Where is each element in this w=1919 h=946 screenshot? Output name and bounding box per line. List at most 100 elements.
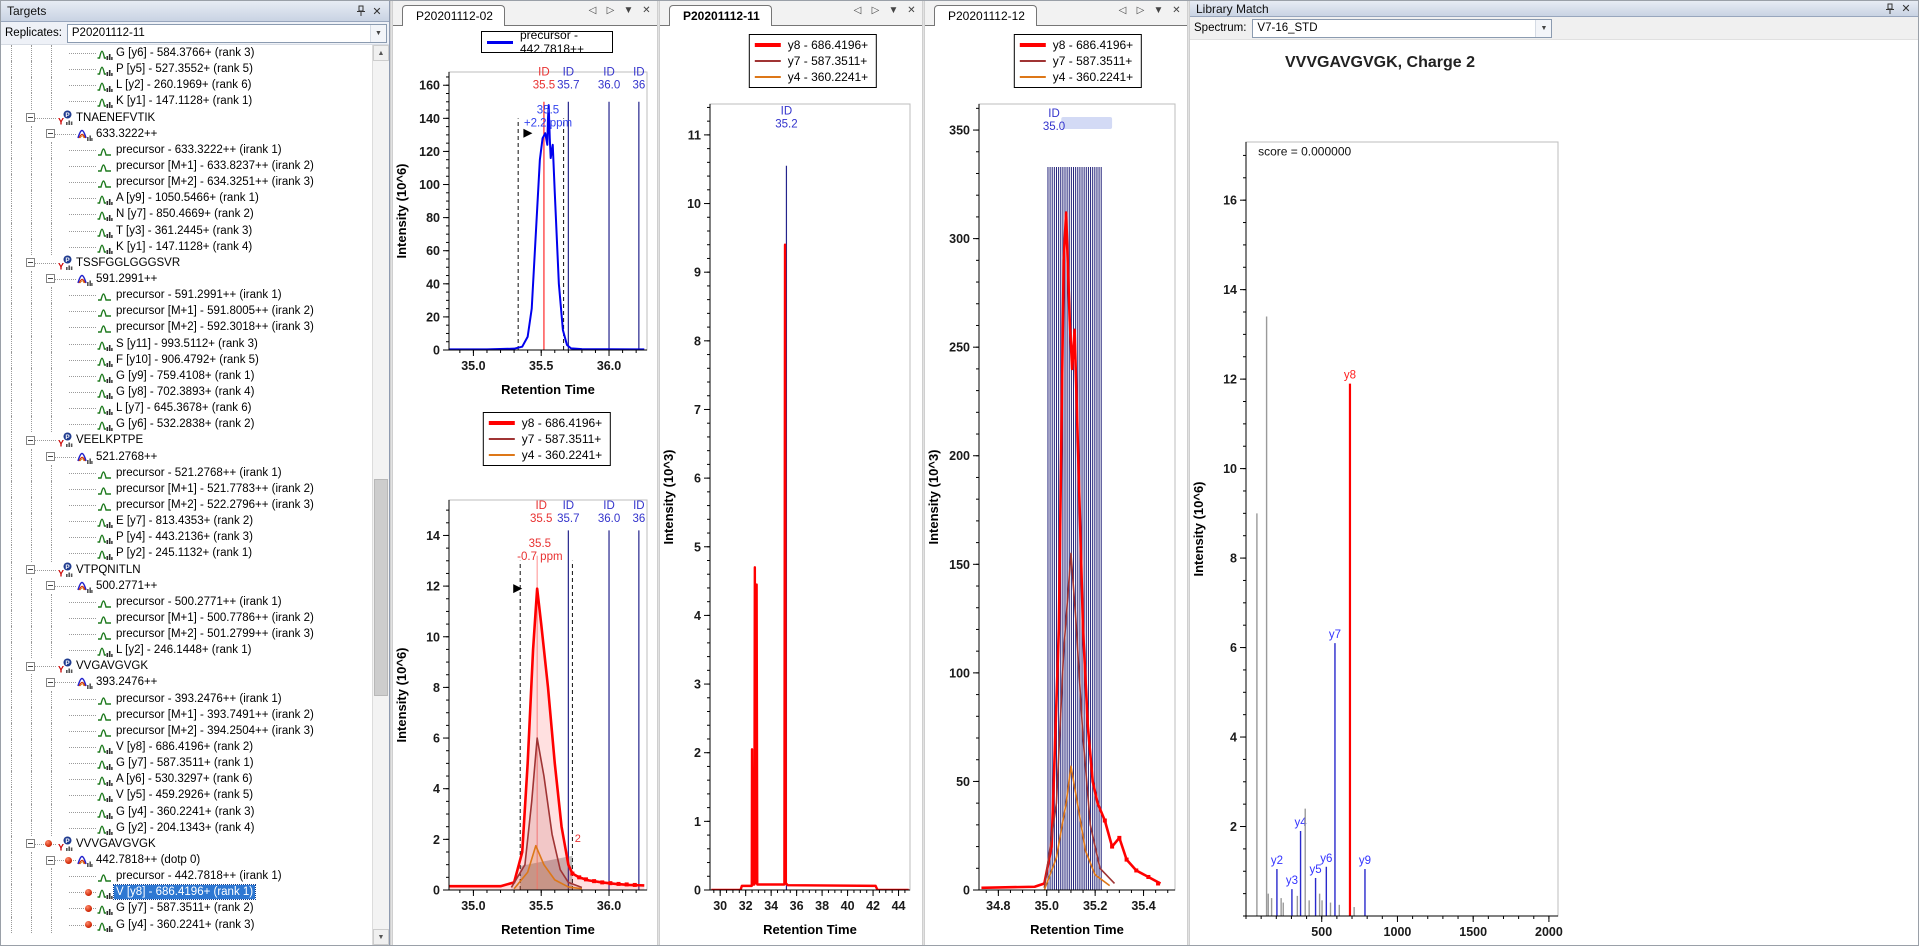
menu-dropdown-icon[interactable]: ▼: [1153, 5, 1164, 16]
tab-P20201112-02[interactable]: P20201112-02: [402, 5, 505, 26]
tree-item[interactable]: G [y9] - 759.4108+ (rank 1): [1, 367, 372, 384]
tree-item[interactable]: 633.3222++: [1, 125, 372, 142]
tree-item[interactable]: L [y7] - 645.3678+ (rank 6): [1, 400, 372, 417]
tree-item[interactable]: F [y10] - 906.4792+ (rank 5): [1, 351, 372, 368]
scroll-down-icon[interactable]: ▼: [373, 929, 389, 945]
tree-item[interactable]: E [y7] - 813.4353+ (rank 2): [1, 513, 372, 530]
tree-item[interactable]: G [y8] - 702.3893+ (rank 4): [1, 383, 372, 401]
tree-item[interactable]: P [y5] - 527.3552+ (rank 5): [1, 61, 372, 78]
tree-item[interactable]: precursor - 500.2771++ (irank 1): [1, 593, 372, 610]
tree-item[interactable]: T [y3] - 361.2445+ (rank 3): [1, 222, 372, 239]
tree-item[interactable]: 500.2771++: [1, 577, 372, 594]
tree-item[interactable]: precursor [M+2] - 394.2504++ (irank 3): [1, 722, 372, 740]
tree-item[interactable]: N [y7] - 850.4669+ (rank 2): [1, 206, 372, 223]
tree-item[interactable]: P [y2] - 245.1132+ (rank 1): [1, 545, 372, 562]
tree-item[interactable]: precursor [M+2] - 501.2799++ (irank 3): [1, 626, 372, 643]
chart-plot[interactable]: 0 50 100 150 200 250 300 350 34.8 35.0 35.2 35.4 Int…: [925, 26, 1183, 944]
tree-expander-icon[interactable]: [26, 839, 35, 849]
pin-icon[interactable]: [1882, 1, 1898, 16]
targets-vertical-scrollbar[interactable]: ▲ ▼: [372, 45, 389, 945]
scroll-left-icon[interactable]: ◁: [1118, 5, 1127, 16]
tree-item[interactable]: precursor [M+1] - 521.7783++ (irank 2): [1, 480, 372, 497]
tree-item[interactable]: 442.7818++ (dotp 0): [1, 852, 372, 869]
tree-expander-icon[interactable]: [26, 258, 35, 268]
tree-expander-icon[interactable]: [26, 113, 35, 123]
tree-item[interactable]: P [y4] - 443.2136+ (rank 3): [1, 529, 372, 546]
tree-item[interactable]: A [y9] - 1050.5466+ (rank 1): [1, 190, 372, 207]
tree-item[interactable]: A [y6] - 530.3297+ (rank 6): [1, 771, 372, 788]
tree-expander-icon[interactable]: [46, 677, 55, 687]
close-icon[interactable]: ✕: [907, 5, 916, 16]
tree-item[interactable]: precursor [M+1] - 393.7491++ (irank 2): [1, 706, 372, 723]
tree-item[interactable]: G [y6] - 532.2838+ (rank 2): [1, 416, 372, 433]
scroll-left-icon[interactable]: ◁: [588, 5, 597, 16]
tree-item[interactable]: precursor [M+2] - 522.2796++ (irank 3): [1, 496, 372, 514]
tree-item[interactable]: L [y2] - 246.1448+ (rank 1): [1, 642, 372, 659]
splitter[interactable]: [922, 1, 925, 945]
chevron-down-icon[interactable]: ▼: [370, 24, 386, 42]
tree-item[interactable]: P Y VTPQNITLN: [1, 561, 372, 578]
tree-item[interactable]: precursor - 521.2768++ (irank 1): [1, 464, 372, 481]
scroll-right-icon[interactable]: ▷: [606, 5, 615, 16]
tree-item[interactable]: V [y8] - 686.4196+ (rank 1): [1, 884, 372, 901]
tree-item[interactable]: G [y2] - 204.1343+ (rank 4): [1, 819, 372, 836]
tree-item[interactable]: L [y2] - 260.1969+ (rank 6): [1, 77, 372, 94]
tree-item[interactable]: P Y VVGAVGVGK: [1, 658, 372, 675]
tab-P20201112-11[interactable]: P20201112-11: [669, 5, 772, 26]
tree-item[interactable]: precursor - 633.3222++ (irank 1): [1, 141, 372, 158]
close-icon[interactable]: ✕: [642, 5, 651, 16]
tree-item[interactable]: G [y6] - 584.3766+ (rank 3): [1, 45, 372, 62]
tree-item[interactable]: G [y4] - 360.2241+ (rank 3): [1, 803, 372, 820]
menu-dropdown-icon[interactable]: ▼: [623, 5, 634, 16]
scroll-left-icon[interactable]: ◁: [853, 5, 862, 16]
tree-expander-icon[interactable]: [46, 855, 55, 865]
scroll-up-icon[interactable]: ▲: [373, 45, 389, 61]
tree-expander-icon[interactable]: [26, 435, 35, 445]
library-spectrum-chart[interactable]: VVVGAVGVGK, Charge 2 y2 y3 y4 y5 y6 y7 y8 y9 2 4 6…: [1190, 40, 1918, 946]
tree-item[interactable]: precursor - 591.2991++ (irank 1): [1, 287, 372, 304]
menu-dropdown-icon[interactable]: ▼: [888, 5, 899, 16]
chart-plot[interactable]: 0 2 4 6 8 10 12 14 35.0 35.5 36.0 Intensity (10^6) R…: [393, 404, 653, 944]
splitter[interactable]: [390, 1, 393, 945]
tree-item[interactable]: S [y11] - 993.5112+ (rank 3): [1, 335, 372, 352]
tree-item[interactable]: P Y VEELKPTPE: [1, 432, 372, 449]
tree-item[interactable]: V [y5] - 459.2926+ (rank 5): [1, 787, 372, 804]
tree-item[interactable]: G [y4] - 360.2241+ (rank 3): [1, 916, 372, 933]
scrollbar-thumb[interactable]: [374, 478, 388, 697]
tree-item[interactable]: 591.2991++: [1, 270, 372, 288]
tree-item[interactable]: G [y7] - 587.3511+ (rank 1): [1, 755, 372, 772]
tree-expander-icon[interactable]: [26, 661, 35, 671]
tab-P20201112-12[interactable]: P20201112-12: [934, 5, 1037, 26]
replicates-combobox[interactable]: P20201112-11 ▼: [66, 23, 387, 43]
close-icon[interactable]: ✕: [1901, 3, 1911, 15]
scroll-right-icon[interactable]: ▷: [1136, 5, 1145, 16]
tree-item[interactable]: precursor [M+2] - 634.3251++ (irank 3): [1, 174, 372, 191]
chevron-down-icon[interactable]: ▼: [1535, 19, 1552, 37]
chart-plot[interactable]: 0 20 40 60 80 100 120 140 160 35.0 35.5 36.0 Intensi…: [393, 26, 653, 404]
close-icon[interactable]: ✕: [372, 5, 382, 18]
scroll-right-icon[interactable]: ▷: [871, 5, 880, 16]
tree-item[interactable]: P Y TSSFGGLGGGSVR: [1, 254, 372, 271]
tree-item[interactable]: precursor [M+1] - 633.8237++ (irank 2): [1, 157, 372, 175]
tree-item[interactable]: precursor [M+1] - 591.8005++ (irank 2): [1, 303, 372, 320]
tree-expander-icon[interactable]: [46, 581, 55, 591]
tree-item[interactable]: 521.2768++: [1, 448, 372, 465]
spectrum-combobox[interactable]: V7-16_STD ▼: [1252, 18, 1553, 38]
tree-item[interactable]: precursor - 393.2476++ (irank 1): [1, 690, 372, 707]
tree-item[interactable]: K [y1] - 147.1128+ (rank 4): [1, 238, 372, 255]
tree-item[interactable]: P Y VVVGAVGVGK: [1, 835, 372, 853]
pin-icon[interactable]: [353, 4, 369, 19]
tree-expander-icon[interactable]: [46, 129, 55, 139]
tree-item[interactable]: V [y8] - 686.4196+ (rank 2): [1, 739, 372, 756]
tree-item[interactable]: precursor [M+2] - 592.3018++ (irank 3): [1, 319, 372, 336]
splitter[interactable]: [1187, 1, 1190, 945]
splitter[interactable]: [657, 1, 660, 945]
tree-item[interactable]: K [y1] - 147.1128+ (rank 1): [1, 93, 372, 110]
tree-item[interactable]: P Y TNAENEFVTIK: [1, 109, 372, 126]
tree-expander-icon[interactable]: [46, 452, 55, 462]
close-icon[interactable]: ✕: [1172, 5, 1181, 16]
tree-item[interactable]: G [y7] - 587.3511+ (rank 2): [1, 900, 372, 917]
tree-expander-icon[interactable]: [46, 274, 55, 284]
tree-item[interactable]: precursor - 442.7818++ (irank 1): [1, 868, 372, 885]
